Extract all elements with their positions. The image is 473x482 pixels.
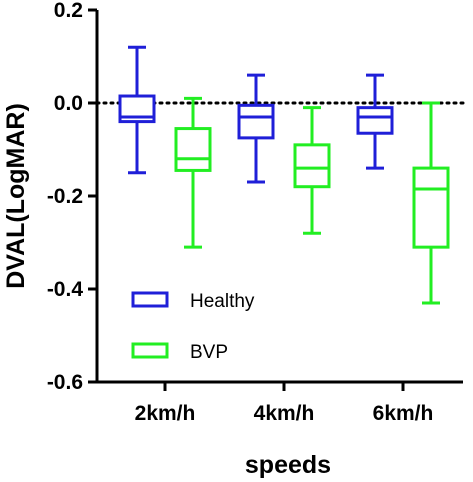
box-healthy-0 bbox=[118, 45, 156, 175]
box-bvp-0 bbox=[174, 96, 212, 249]
axes bbox=[95, 10, 463, 384]
y-ticks: 0.2 0.0 -0.2 -0.4 -0.6 bbox=[47, 0, 97, 394]
y-tick-label: -0.2 bbox=[47, 185, 83, 208]
x-tick-label: 6km/h bbox=[373, 402, 434, 425]
box-bvp-1 bbox=[293, 106, 331, 235]
legend-swatch-bvp bbox=[131, 342, 169, 359]
y-tick-label: 0.2 bbox=[54, 0, 83, 22]
y-axis-title: DVAL(LogMAR) bbox=[2, 103, 30, 289]
y-tick-label: -0.6 bbox=[47, 371, 83, 394]
legend-label-bvp: BVP bbox=[190, 342, 228, 363]
y-tick-label: 0.0 bbox=[54, 92, 83, 115]
y-tick-label: -0.4 bbox=[47, 278, 84, 301]
x-tick-label: 2km/h bbox=[135, 402, 196, 425]
box-iqr bbox=[174, 127, 212, 172]
legend: Healthy BVP bbox=[131, 291, 255, 363]
x-ticks: 2km/h 4km/h 6km/h bbox=[135, 382, 434, 425]
box-iqr bbox=[293, 143, 331, 189]
legend-swatch-healthy bbox=[131, 291, 169, 308]
box-healthy-1 bbox=[237, 73, 275, 184]
box-iqr bbox=[237, 103, 275, 140]
box-iqr bbox=[356, 106, 394, 135]
box-bvp-2 bbox=[412, 101, 450, 305]
boxes-layer bbox=[118, 45, 450, 305]
x-axis-title: speeds bbox=[245, 451, 331, 479]
legend-label-healthy: Healthy bbox=[190, 291, 255, 312]
box-healthy-2 bbox=[356, 73, 394, 170]
box-iqr bbox=[412, 166, 450, 249]
x-tick-label: 4km/h bbox=[254, 402, 315, 425]
